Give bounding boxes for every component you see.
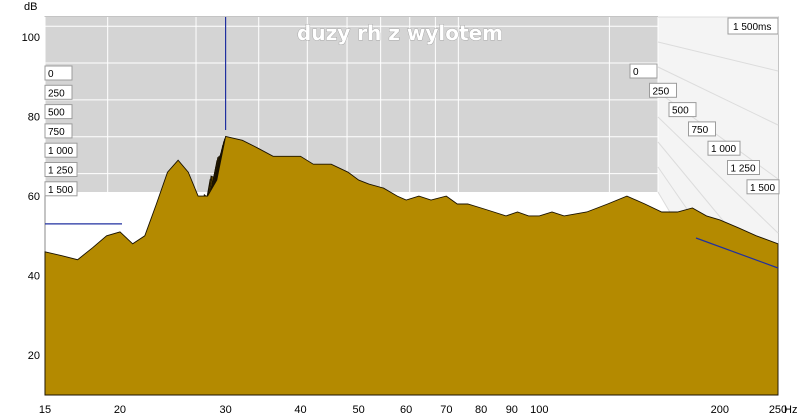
time-label-right: 750 [692, 125, 709, 136]
chart-title: duzy rh z wylotem [297, 21, 503, 45]
time-label-right-box [668, 102, 697, 118]
time-label-right: 1 500 [750, 183, 775, 194]
x-tick-label: 200 [711, 404, 729, 416]
waterfall-slice [44, 135, 779, 396]
time-label-right-box [649, 82, 677, 98]
y-tick-label: 20 [28, 350, 40, 362]
x-tick-label: 50 [353, 404, 365, 416]
time-label-right-box [707, 140, 741, 156]
x-tick-label: 90 [506, 404, 518, 416]
y-axis-label: dB [24, 1, 37, 13]
x-tick-label: 30 [219, 404, 231, 416]
time-label-left: 0 [48, 69, 54, 80]
time-label-right: 250 [653, 86, 670, 97]
x-tick-label: 100 [530, 404, 548, 416]
y-tick-label: 80 [28, 111, 40, 123]
cursor-markers [45, 17, 779, 269]
x-tick-label: 40 [294, 404, 306, 416]
x-tick-label: 20 [114, 404, 126, 416]
time-label-left: 1 500 [48, 185, 73, 196]
time-label-right-box [629, 63, 658, 79]
time-label-left-box [44, 104, 73, 120]
time-max-label: 1 500ms [733, 22, 771, 33]
time-label-left: 1 000 [48, 146, 73, 157]
time-label-right: 1 000 [711, 144, 736, 155]
x-tick-label: 60 [400, 404, 412, 416]
time-label-left: 1 250 [48, 166, 73, 177]
axis-ticks: 15 20 30 40 50 60 70 80 90 100 200 250 20 40 60 80 100 [22, 32, 788, 416]
back-wall [45, 17, 658, 192]
time-label-right-box [688, 121, 716, 137]
time-label-right-box [727, 160, 760, 175]
time-label-left: 500 [48, 108, 65, 119]
x-tick-label: 250 [769, 404, 787, 416]
time-label-right: 1 250 [731, 164, 756, 175]
side-grid-line [657, 66, 779, 126]
x-axis-unit: Hz [784, 404, 797, 416]
time-label-right: 0 [633, 67, 639, 78]
time-label-left: 250 [48, 88, 65, 99]
time-max-badge: 1 500ms [727, 17, 779, 35]
time-label-left-box [44, 84, 73, 100]
time-label-left-box [44, 123, 73, 139]
time-label-right: 500 [672, 106, 689, 117]
x-tick-label: 15 [39, 404, 51, 416]
time-label-right-box [746, 179, 780, 195]
time-label-left-box [44, 142, 78, 158]
y-tick-label: 40 [28, 271, 40, 283]
time-label-left-box [44, 65, 73, 81]
side-grid-line [657, 116, 779, 234]
y-tick-label: 60 [28, 191, 40, 203]
x-tick-label: 80 [475, 404, 487, 416]
horizontal-cursor-right [695, 237, 779, 269]
side-grid-line [657, 41, 779, 72]
x-tick-label: 70 [440, 404, 452, 416]
time-label-left: 750 [48, 127, 65, 138]
y-tick-label: 100 [22, 32, 40, 44]
time-label-left-box [44, 162, 78, 177]
time-label-left-box [44, 181, 78, 197]
waterfall-slices [44, 135, 779, 396]
